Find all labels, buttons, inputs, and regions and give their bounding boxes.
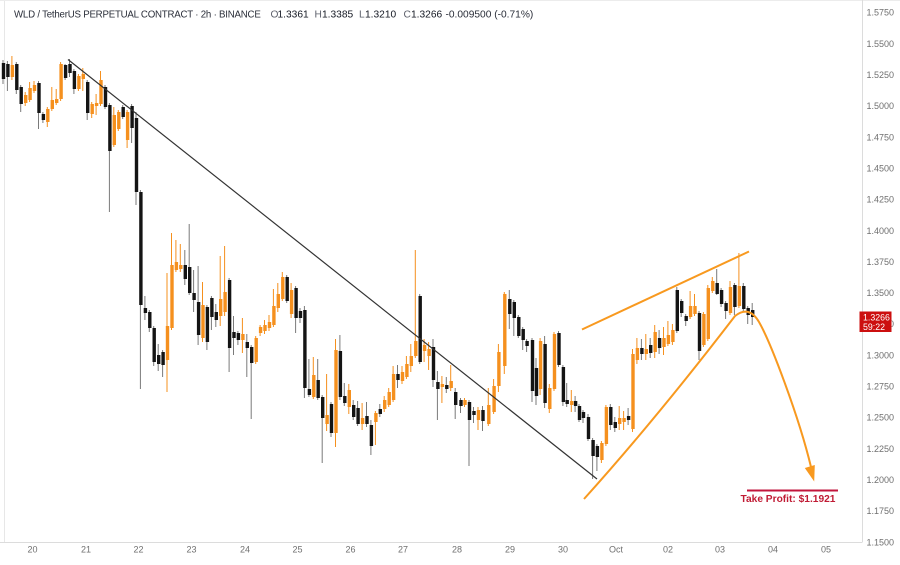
svg-text:1.3000: 1.3000 — [867, 350, 895, 360]
svg-text:22: 22 — [133, 545, 143, 555]
svg-text:1.2000: 1.2000 — [867, 475, 895, 485]
svg-text:1.4000: 1.4000 — [867, 226, 895, 236]
svg-text:23: 23 — [186, 545, 196, 555]
svg-text:WLD / TetherUS PERPETUAL CONTR: WLD / TetherUS PERPETUAL CONTRACT · 2h ·… — [14, 10, 261, 21]
svg-text:1.1500: 1.1500 — [867, 537, 895, 547]
svg-text:1.4500: 1.4500 — [867, 163, 895, 173]
svg-text:1.3266: 1.3266 — [863, 313, 890, 323]
svg-text:1.5250: 1.5250 — [867, 70, 895, 80]
svg-text:02: 02 — [663, 545, 673, 555]
svg-text:21: 21 — [81, 545, 91, 555]
svg-text:24: 24 — [240, 545, 250, 555]
svg-text:Oct: Oct — [609, 545, 624, 555]
svg-text:59:22: 59:22 — [863, 322, 885, 332]
svg-text:1.1750: 1.1750 — [867, 506, 895, 516]
svg-text:30: 30 — [558, 545, 568, 555]
svg-text:29: 29 — [505, 545, 515, 555]
svg-text:26: 26 — [345, 545, 355, 555]
svg-text:1.2250: 1.2250 — [867, 444, 895, 454]
svg-text:1.5000: 1.5000 — [867, 101, 895, 111]
svg-text:1.2750: 1.2750 — [867, 382, 895, 392]
svg-text:27: 27 — [398, 545, 408, 555]
svg-text:1.5750: 1.5750 — [867, 8, 895, 18]
svg-text:05: 05 — [821, 545, 831, 555]
svg-text:-0.009500 (-0.71%): -0.009500 (-0.71%) — [446, 10, 534, 21]
svg-text:1.4750: 1.4750 — [867, 132, 895, 142]
svg-text:04: 04 — [768, 545, 778, 555]
svg-text:28: 28 — [452, 545, 462, 555]
svg-text:03: 03 — [715, 545, 725, 555]
svg-text:25: 25 — [292, 545, 302, 555]
svg-text:Take Profit: $1.1921: Take Profit: $1.1921 — [741, 494, 836, 505]
svg-text:1.4250: 1.4250 — [867, 195, 895, 205]
svg-text:20: 20 — [27, 545, 37, 555]
svg-text:1.5500: 1.5500 — [867, 39, 895, 49]
svg-text:1.3750: 1.3750 — [867, 257, 895, 267]
svg-text:1.2500: 1.2500 — [867, 413, 895, 423]
svg-text:1.3500: 1.3500 — [867, 288, 895, 298]
